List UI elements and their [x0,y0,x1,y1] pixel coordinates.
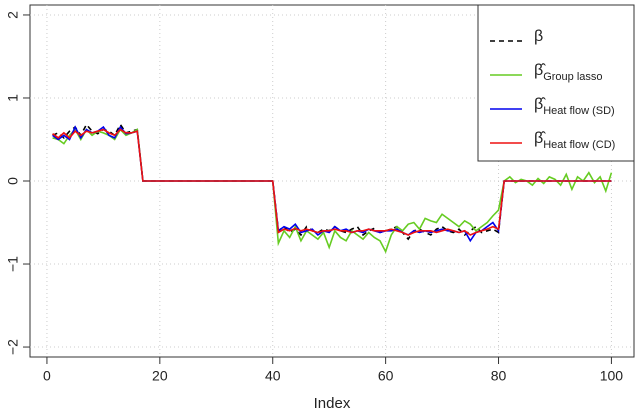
x-tick-label: 0 [43,368,51,384]
x-tick-label: 100 [600,368,624,384]
y-tick-label: 2 [5,11,21,19]
legend-label: β̂Group lasso [534,62,603,83]
y-tick-label: −2 [5,339,21,355]
x-axis-label: Index [314,395,351,412]
x-tick-label: 60 [378,368,394,384]
legend-text: Heat flow (SD) [543,105,615,117]
y-tick-label: 1 [5,94,21,102]
legend-text: Group lasso [543,71,602,83]
legend-label: β̂Heat flow (CD) [534,130,615,151]
legend-box [477,4,635,162]
x-tick-label: 20 [152,368,168,384]
x-tick-label: 40 [265,368,281,384]
legend-symbol: β̂ [534,130,546,147]
legend-label: β̂Heat flow (SD) [534,96,615,117]
legend-label: β [534,28,543,45]
series-line [52,128,612,236]
y-tick-label: 0 [5,177,21,185]
legend-symbol: β̂ [534,62,546,79]
y-tick-label: −1 [5,256,21,272]
x-tick-label: 80 [491,368,507,384]
legend-text: Heat flow (CD) [543,139,615,151]
legend-symbol: β̂ [534,96,546,113]
